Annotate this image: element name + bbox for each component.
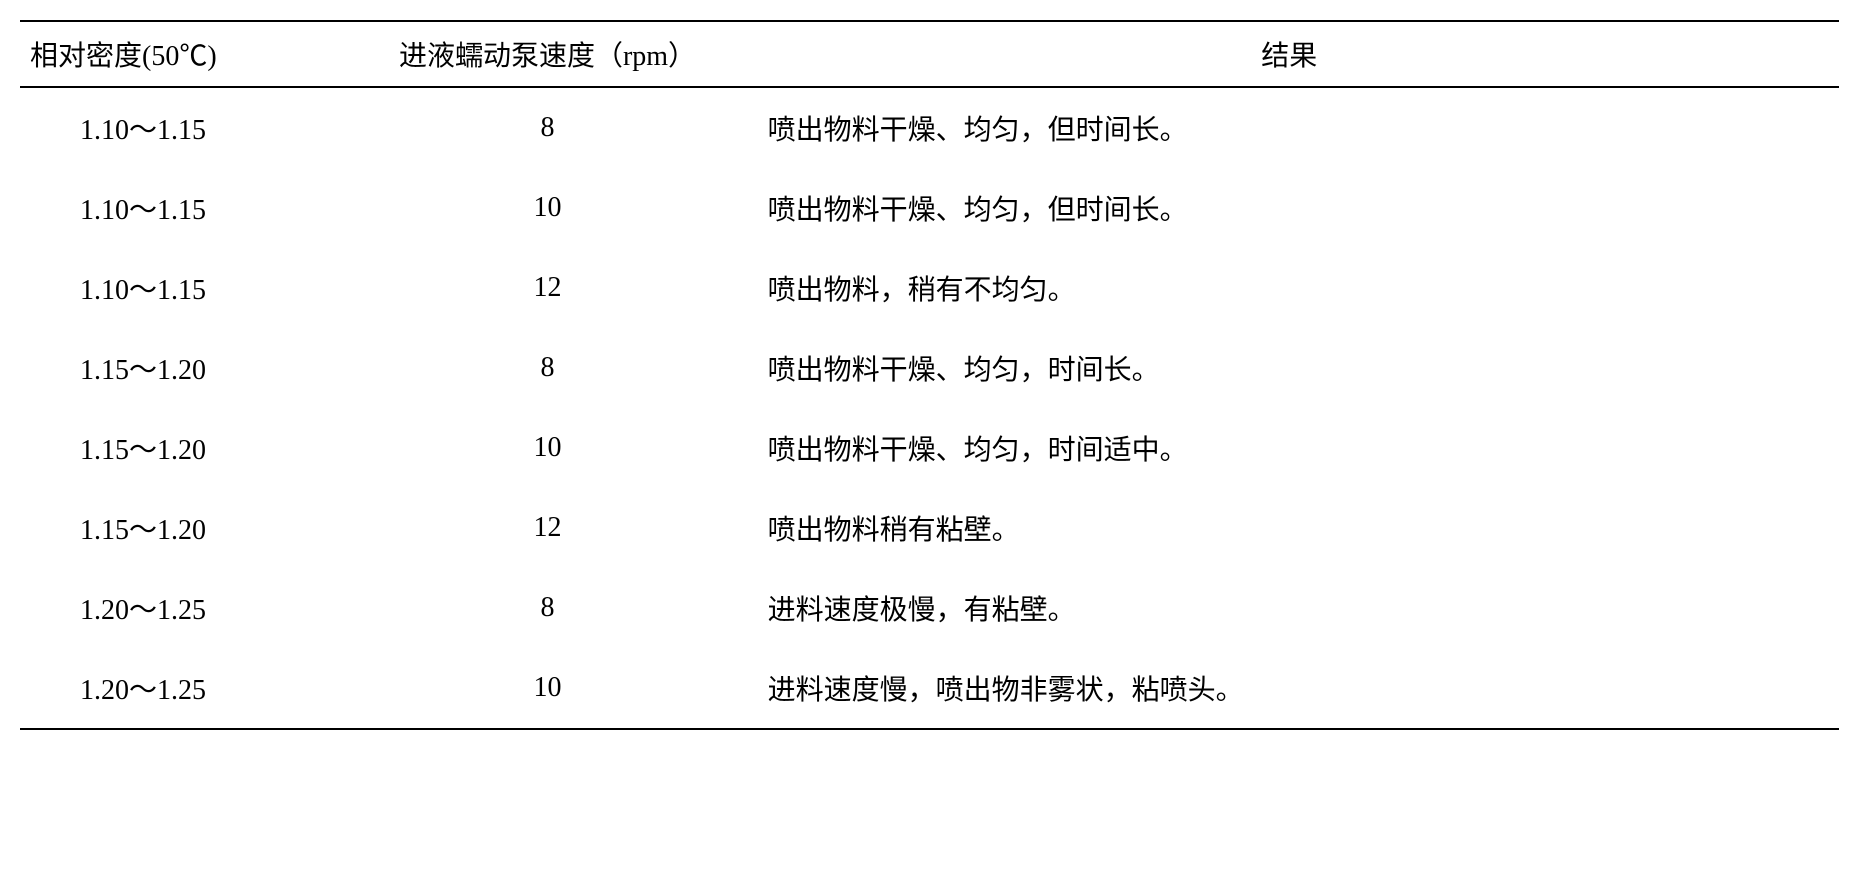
table-row: 1.20～1.25 10 进料速度慢，喷出物非雾状，粘喷头。 <box>20 648 1839 729</box>
table-body: 1.10～1.15 8 喷出物料干燥、均匀，但时间长。 1.10～1.15 10… <box>20 87 1839 729</box>
table-row: 1.20～1.25 8 进料速度极慢，有粘壁。 <box>20 568 1839 648</box>
cell-density: 1.10～1.15 <box>20 248 347 328</box>
cell-density: 1.20～1.25 <box>20 568 347 648</box>
cell-result: 喷出物料干燥、均匀，但时间长。 <box>748 168 1839 248</box>
table-row: 1.10～1.15 10 喷出物料干燥、均匀，但时间长。 <box>20 168 1839 248</box>
cell-density: 1.10～1.15 <box>20 168 347 248</box>
table-row: 1.10～1.15 8 喷出物料干燥、均匀，但时间长。 <box>20 87 1839 168</box>
cell-density: 1.15～1.20 <box>20 488 347 568</box>
cell-density: 1.10～1.15 <box>20 87 347 168</box>
cell-density: 1.20～1.25 <box>20 648 347 729</box>
cell-density: 1.15～1.20 <box>20 328 347 408</box>
cell-result: 喷出物料干燥、均匀，时间长。 <box>748 328 1839 408</box>
table-row: 1.15～1.20 10 喷出物料干燥、均匀，时间适中。 <box>20 408 1839 488</box>
cell-speed: 8 <box>347 87 747 168</box>
header-result: 结果 <box>748 21 1839 87</box>
table-row: 1.15～1.20 8 喷出物料干燥、均匀，时间长。 <box>20 328 1839 408</box>
header-density: 相对密度(50℃) <box>20 21 347 87</box>
cell-result: 进料速度极慢，有粘壁。 <box>748 568 1839 648</box>
cell-speed: 12 <box>347 488 747 568</box>
cell-density: 1.15～1.20 <box>20 408 347 488</box>
cell-result: 进料速度慢，喷出物非雾状，粘喷头。 <box>748 648 1839 729</box>
table-row: 1.10～1.15 12 喷出物料，稍有不均匀。 <box>20 248 1839 328</box>
cell-result: 喷出物料，稍有不均匀。 <box>748 248 1839 328</box>
cell-speed: 10 <box>347 408 747 488</box>
cell-result: 喷出物料干燥、均匀，但时间长。 <box>748 87 1839 168</box>
cell-speed: 12 <box>347 248 747 328</box>
cell-speed: 8 <box>347 328 747 408</box>
header-speed: 进液蠕动泵速度（rpm） <box>347 21 747 87</box>
table-row: 1.15～1.20 12 喷出物料稍有粘壁。 <box>20 488 1839 568</box>
cell-result: 喷出物料干燥、均匀，时间适中。 <box>748 408 1839 488</box>
cell-speed: 8 <box>347 568 747 648</box>
cell-speed: 10 <box>347 648 747 729</box>
data-table: 相对密度(50℃) 进液蠕动泵速度（rpm） 结果 1.10～1.15 8 喷出… <box>20 20 1839 730</box>
cell-speed: 10 <box>347 168 747 248</box>
table-header-row: 相对密度(50℃) 进液蠕动泵速度（rpm） 结果 <box>20 21 1839 87</box>
cell-result: 喷出物料稍有粘壁。 <box>748 488 1839 568</box>
